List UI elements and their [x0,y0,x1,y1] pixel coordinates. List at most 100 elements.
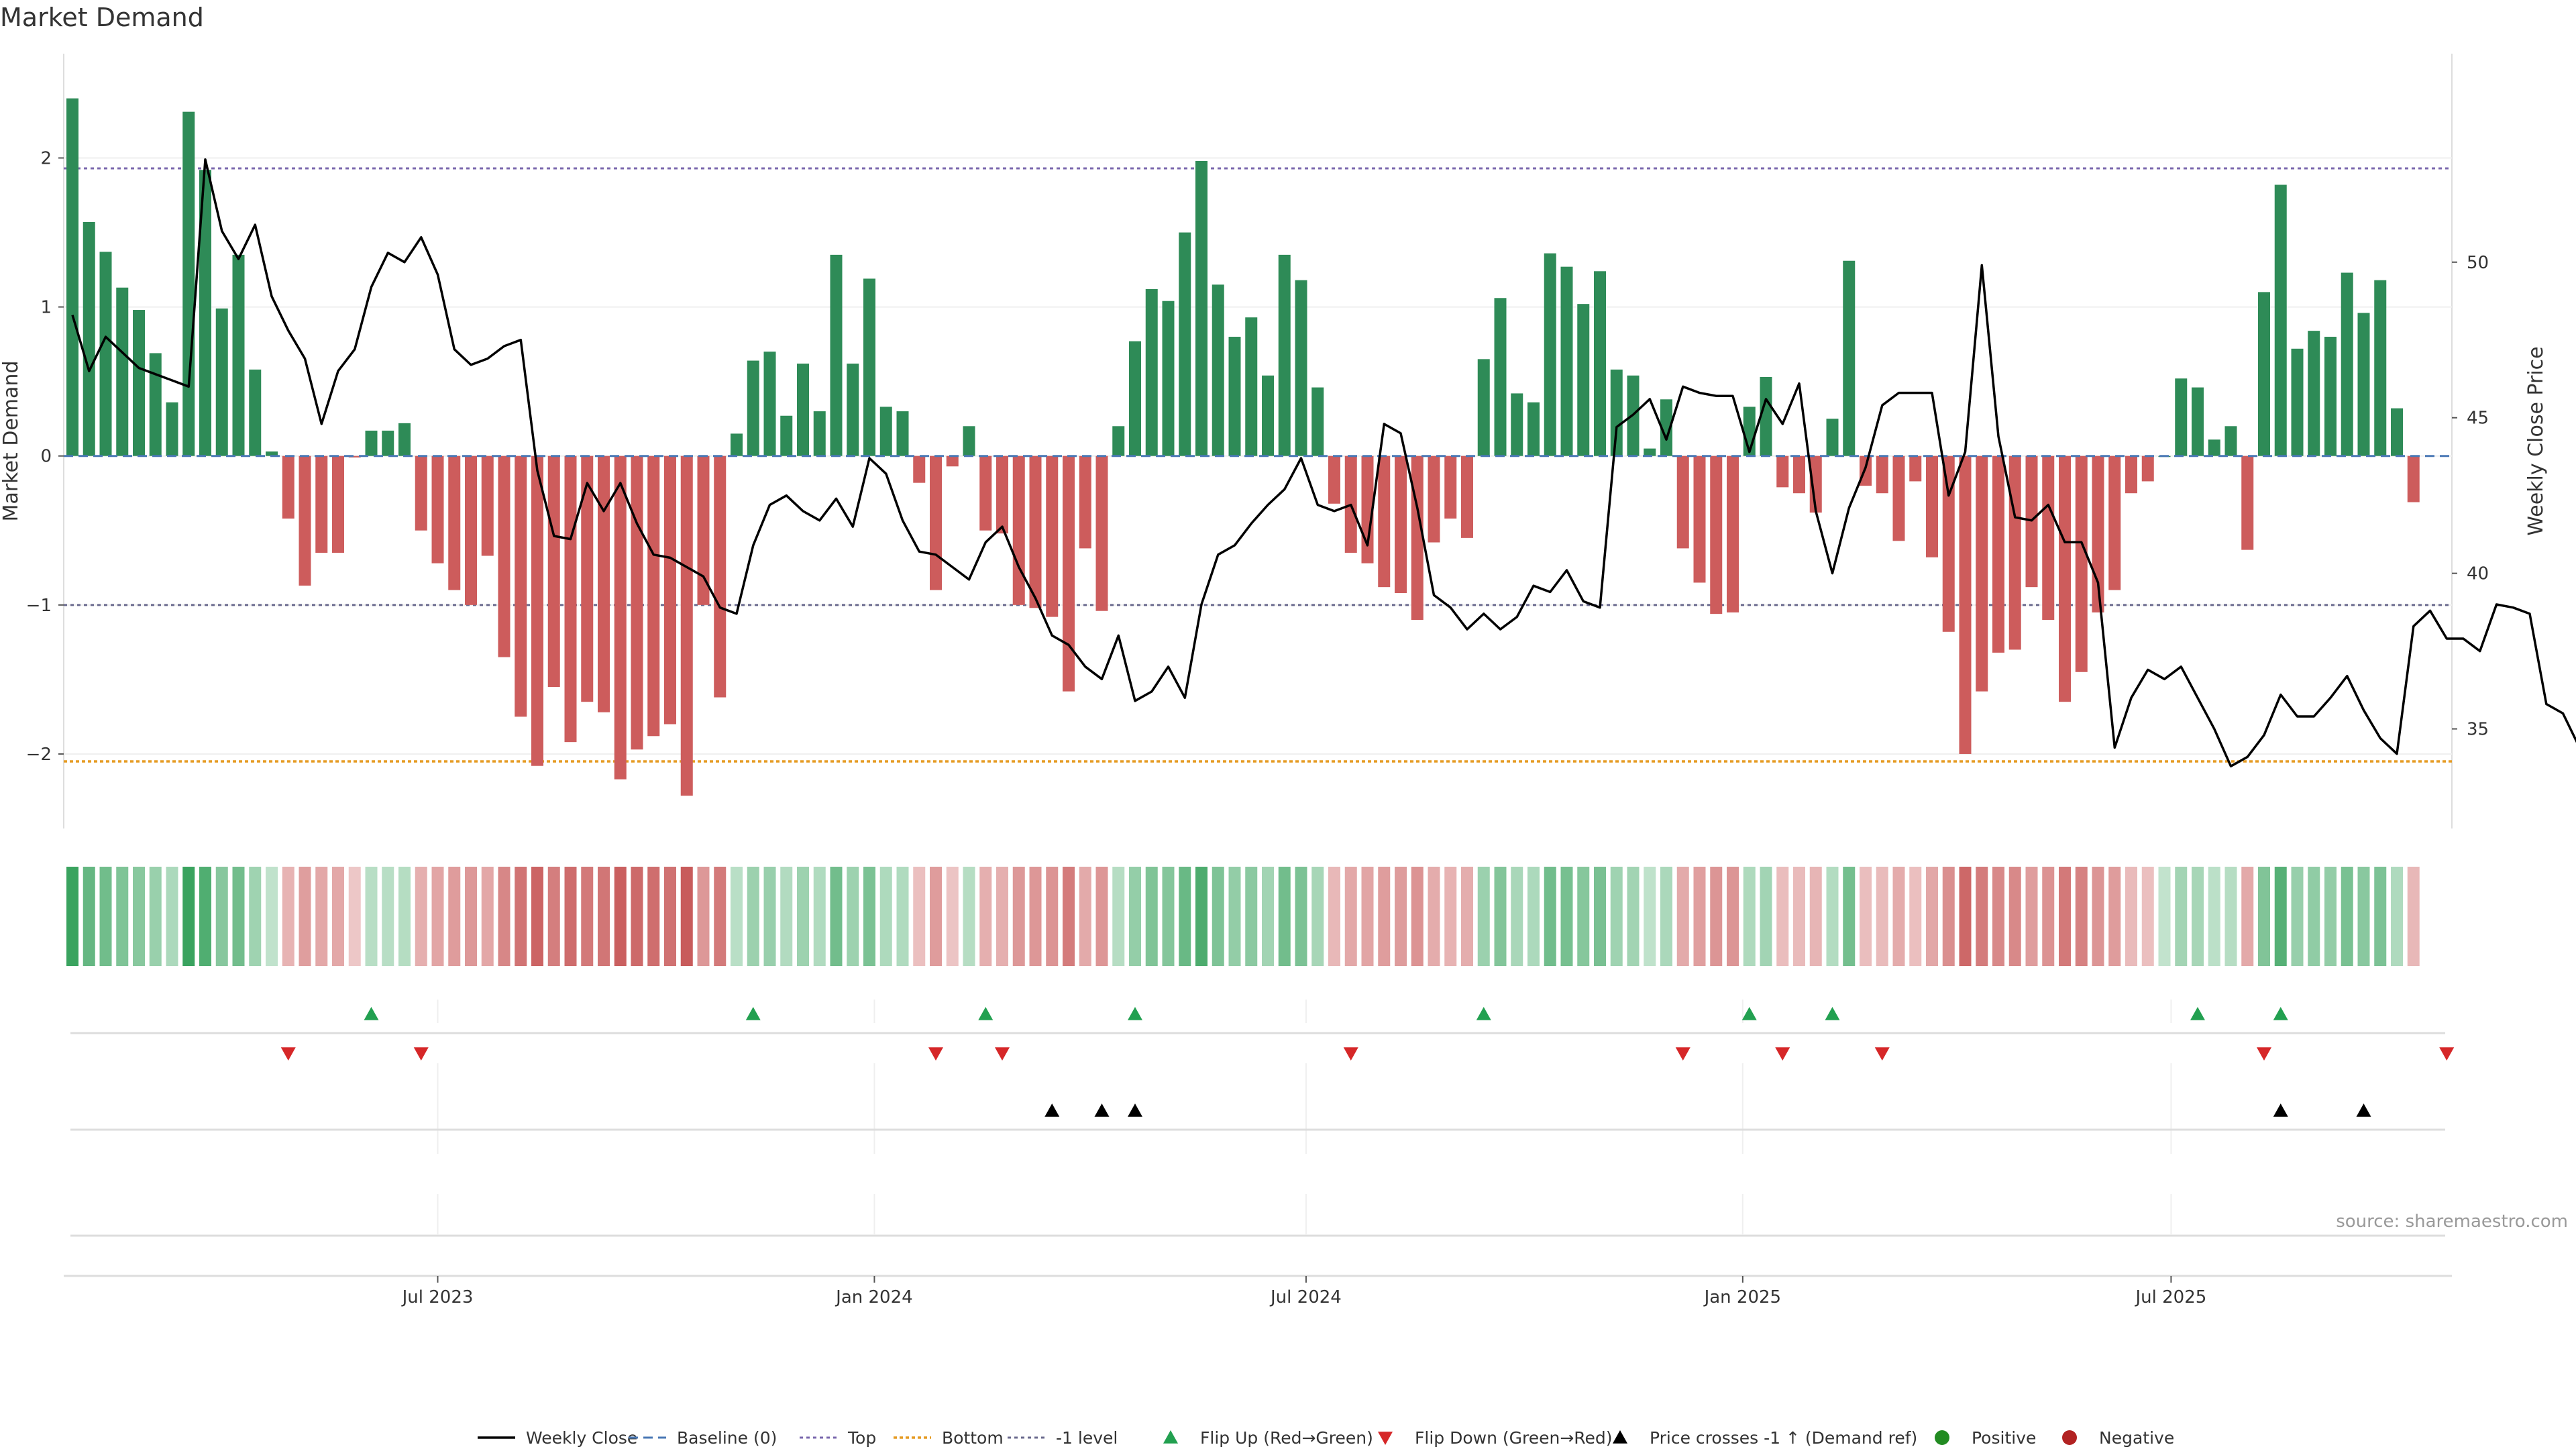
heat-cell [581,867,594,966]
heat-cell [763,867,776,966]
heat-cell [2008,867,2021,966]
heat-cell [1843,867,1856,966]
legend-item-minus-one: -1 level [1008,1428,1118,1448]
demand-bar [249,369,262,456]
heat-cell [1511,867,1523,966]
heat-cell [1112,867,1125,966]
heat-cell [365,867,378,966]
heat-cell [1012,867,1025,966]
demand-bar [2108,455,2121,590]
demand-bar [2291,348,2304,456]
demand-bar [1428,455,1440,543]
demand-bar [1079,455,1091,549]
demand-bar [1511,393,1523,456]
heat-cell [531,867,543,966]
legend-swatch [1935,1430,1949,1445]
heat-cell [1262,867,1274,966]
legend-label: -1 level [1056,1428,1118,1448]
demand-bar [1942,455,1955,632]
heat-cell [1179,867,1191,966]
demand-bar [1278,254,1291,456]
heat-cell [1594,867,1606,966]
demand-bar [731,433,743,456]
price-cross-marker [1044,1104,1060,1117]
demand-bar [2374,280,2387,456]
demand-bar [1162,301,1175,456]
y-axis-label: Market Demand [0,361,23,522]
heat-cell [199,867,211,966]
demand-bar [1444,455,1457,519]
demand-bar [2192,387,2204,456]
demand-bar [149,353,162,456]
heat-cell [2341,867,2353,966]
demand-bar [1262,375,1274,456]
demand-bar [946,455,959,467]
legend-item-negative: Negative [2062,1428,2174,1448]
legend-label: Flip Down (Green→Red) [1415,1428,1613,1448]
demand-bar [116,287,129,456]
heat-cell [963,867,975,966]
flip-up-marker [2190,1007,2205,1020]
legend-item-weekly-close: Weekly Close [478,1428,637,1448]
x-tick-label: Jan 2025 [1703,1287,1782,1307]
heat-cell [2075,867,2088,966]
demand-bar [2042,455,2055,621]
heat-cell [2092,867,2104,966]
flip-down-marker [2439,1047,2455,1061]
heat-cell [2407,867,2420,966]
demand-bar [1793,455,1805,494]
heat-cell [2357,867,2370,966]
demand-bar [930,455,942,590]
heat-cell [1527,867,1540,966]
demand-heat-strip [66,867,2420,966]
heat-cell [1876,867,1888,966]
demand-bar [398,423,411,456]
demand-bar [481,455,494,556]
demand-bar [1544,253,1556,456]
demand-bar [714,455,727,698]
heat-cell [1826,867,1839,966]
demand-bar [1179,232,1191,456]
heat-cell [1710,867,1723,966]
demand-bar [199,170,211,456]
demand-bar [1959,455,1972,754]
demand-bar [415,455,427,531]
demand-bar [680,455,693,796]
heat-cell [2175,867,2188,966]
demand-bar [332,455,344,553]
demand-bar [232,254,245,456]
heat-cell [1411,867,1424,966]
heat-cell [1727,867,1739,966]
heat-cell [1228,867,1241,966]
heat-cell [1212,867,1224,966]
demand-bar [564,455,577,743]
demand-bar [1145,288,1158,456]
demand-bar [1976,455,1988,692]
demand-bar [1328,455,1340,504]
demand-bar [1129,341,1141,456]
heat-cell [515,867,527,966]
demand-bar [431,455,444,564]
heat-cell [2158,867,2171,966]
demand-bar [1395,455,1407,594]
heat-cell [431,867,444,966]
demand-bar [996,455,1008,534]
demand-bar [979,455,992,531]
demand-bar [1494,298,1507,456]
heat-cell [282,867,294,966]
heat-cell [1793,867,1805,966]
heat-cell [1461,867,1473,966]
demand-bar [2125,455,2137,494]
demand-bar [1926,455,1938,557]
heat-cell [2241,867,2254,966]
heat-cell [299,867,311,966]
demand-bar [1660,399,1672,456]
heat-cell [1544,867,1556,966]
heat-cell [332,867,344,966]
heat-cell [747,867,759,966]
demand-bar [1860,455,1872,486]
y-tick-label: 1 [40,298,52,318]
heat-cell [1095,867,1108,966]
heat-cell [1809,867,1822,966]
demand-bar [99,252,112,456]
